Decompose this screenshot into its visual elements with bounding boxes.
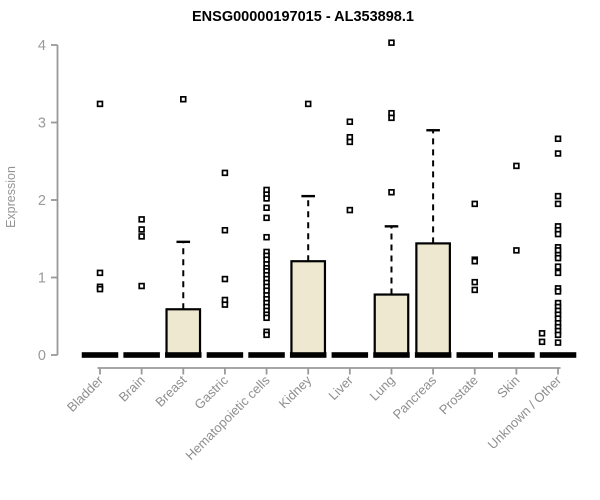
outlier-point — [96, 285, 104, 293]
x-tick-label-unknown-other: Unknown / Other — [485, 372, 565, 452]
outlier-point — [554, 150, 562, 157]
median-bar — [206, 352, 244, 358]
y-tick-label: 4 — [38, 38, 46, 54]
x-tick-label-liver: Liver — [325, 372, 356, 403]
outlier-point — [138, 226, 145, 233]
median-bar — [373, 352, 410, 358]
outlier-point — [554, 331, 562, 339]
median-bar — [165, 352, 202, 358]
median-bar — [414, 352, 452, 358]
box-kidney — [290, 260, 327, 357]
outlier-point — [221, 169, 229, 177]
median-bar — [498, 352, 535, 358]
x-tick-label-brain: Brain — [116, 373, 148, 405]
outlier-point — [263, 331, 270, 339]
median-bar — [456, 352, 494, 358]
x-tick-label-lung: Lung — [367, 373, 398, 404]
x-tick-label-gastric: Gastric — [191, 372, 231, 412]
outlier-point — [554, 254, 562, 262]
outlier-point — [263, 195, 270, 202]
y-tick-label: 2 — [38, 193, 46, 209]
outlier-point — [221, 275, 229, 283]
box-breast — [165, 308, 202, 357]
x-tick-label-prostate: Prostate — [436, 373, 481, 418]
outlier-point — [471, 200, 479, 208]
x-tick-label-kidney: Kidney — [276, 372, 315, 411]
outlier-point — [221, 301, 229, 308]
y-tick-label: 1 — [38, 271, 46, 287]
outlier-point — [513, 247, 520, 254]
chart-title: ENSG00000197015 - AL353898.1 — [192, 9, 414, 25]
outlier-point — [554, 269, 562, 277]
outlier-point — [554, 263, 562, 270]
outlier-point — [388, 39, 395, 46]
outlier-point — [304, 100, 312, 108]
median-bar — [331, 352, 369, 358]
x-tick-label-pancreas: Pancreas — [390, 372, 440, 422]
median-bar — [81, 352, 119, 358]
outlier-point — [538, 330, 546, 337]
outlier-point — [263, 214, 270, 222]
y-tick-label: 3 — [38, 116, 46, 132]
median-bar — [123, 352, 160, 358]
outlier-point — [138, 282, 145, 290]
outlier-point — [346, 118, 354, 125]
outlier-point — [388, 189, 395, 196]
outlier-point — [554, 339, 562, 346]
y-tick-label: 0 — [38, 348, 46, 364]
outlier-point — [513, 162, 520, 170]
outlier-point — [388, 114, 395, 122]
outlier-point — [554, 192, 562, 200]
outlier-point — [471, 278, 479, 286]
outlier-point — [221, 226, 229, 234]
outlier-point — [263, 233, 270, 241]
outlier-point — [138, 216, 145, 223]
outlier-point — [263, 314, 270, 322]
outlier-point — [538, 338, 546, 346]
outlier-point — [471, 286, 479, 294]
x-tick-label-bladder: Bladder — [64, 372, 107, 415]
outlier-point — [96, 100, 104, 108]
outlier-point — [554, 135, 562, 143]
outlier-point — [138, 233, 145, 240]
box-pancreas — [415, 242, 451, 357]
x-tick-label-breast: Breast — [152, 372, 189, 409]
median-bar — [539, 352, 577, 358]
median-bar — [248, 352, 285, 358]
outlier-point — [554, 200, 562, 208]
outlier-point — [346, 206, 354, 214]
outlier-point — [180, 95, 187, 103]
boxes-layer — [81, 39, 577, 358]
outlier-point — [554, 288, 562, 295]
outlier-point — [263, 204, 270, 212]
median-bar — [289, 352, 327, 358]
box-lung — [373, 293, 410, 357]
outlier-point — [346, 138, 354, 146]
outlier-point — [471, 257, 479, 265]
y-axis-label: Expression — [4, 166, 18, 228]
outlier-point — [554, 230, 562, 238]
x-tick-label-skin: Skin — [494, 373, 522, 401]
outlier-point — [96, 269, 104, 277]
